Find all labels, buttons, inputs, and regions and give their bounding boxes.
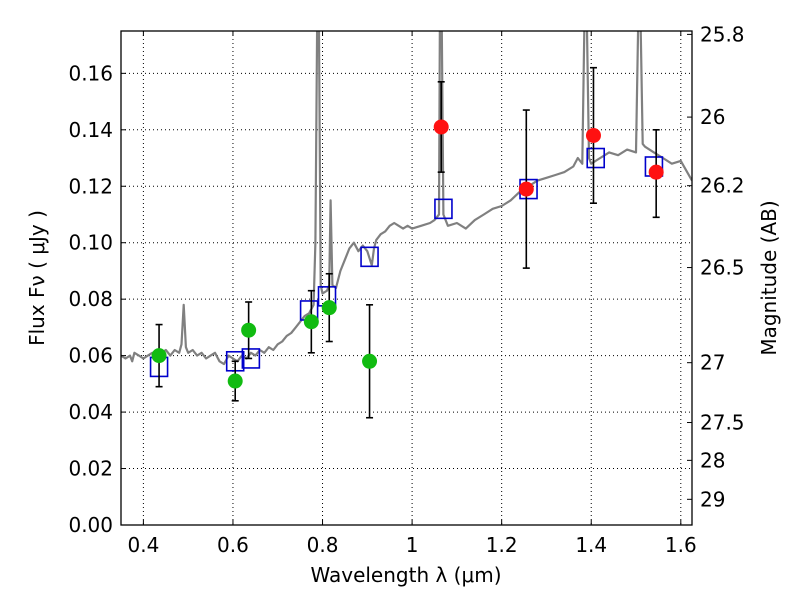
x-tick-label: 0.4 [127,533,159,557]
hst-photometry-point [241,322,257,338]
spectrum-line [121,31,692,366]
right-tick-label: 28 [700,448,725,472]
ir-photometry-point [518,181,534,197]
right-tick-label: 25.8 [700,22,745,46]
x-tick-label: 0.6 [217,533,249,557]
x-tick-label: 0.8 [307,533,339,557]
right-tick-label: 26 [700,105,725,129]
y-tick-label: 0.06 [68,344,113,368]
y-tick-label: 0.16 [68,61,113,85]
x-tick-label: 1.2 [486,533,518,557]
model-photometry-point [360,246,379,268]
right-tick-label: 26.5 [700,256,745,280]
right-tick-label: 29 [700,487,725,511]
model-photometry-point [241,348,261,369]
y-tick-label: 0.10 [68,231,113,255]
right-tick-label: 27.5 [700,411,745,435]
ir-photometry-point [433,119,449,135]
plot-area [121,31,692,419]
hst-photometry-point [321,300,337,316]
right-tick-label: 26.2 [700,174,745,198]
y-axis-label: Flux Fν ( μJy ) [25,210,49,346]
model-photometry-point [434,198,453,220]
y-tick-label: 0.04 [68,400,113,424]
axis-ticks: 0.4 0.6 0.8 1 1.2 1.4 1.6 0.00 0.02 0.04 0.06 0.08 0… [68,22,744,557]
hst-photometry-point [303,314,319,330]
y-tick-label: 0.02 [68,457,113,481]
grid-lines [121,31,692,526]
y-tick-label: 0.12 [68,174,113,198]
ir-photometry-point [648,164,664,180]
hst-photometry-point [227,373,243,389]
hst-photometry-point [151,348,167,364]
x-axis-label: Wavelength λ (μm) [310,563,501,587]
y-tick-label: 0.00 [68,513,113,537]
right-tick-label: 27 [700,351,725,375]
hst-photometry-point [362,353,378,369]
x-tick-label: 1 [406,533,419,557]
x-tick-label: 1.6 [665,533,697,557]
model-photometry-point [586,147,606,169]
x-tick-label: 1.4 [575,533,607,557]
ir-photometry-point [585,127,601,143]
y-tick-label: 0.08 [68,287,113,311]
y-tick-label: 0.14 [68,118,113,142]
plot-frame [120,30,693,526]
right-axis-label: Magnitude (AB) [757,200,781,355]
